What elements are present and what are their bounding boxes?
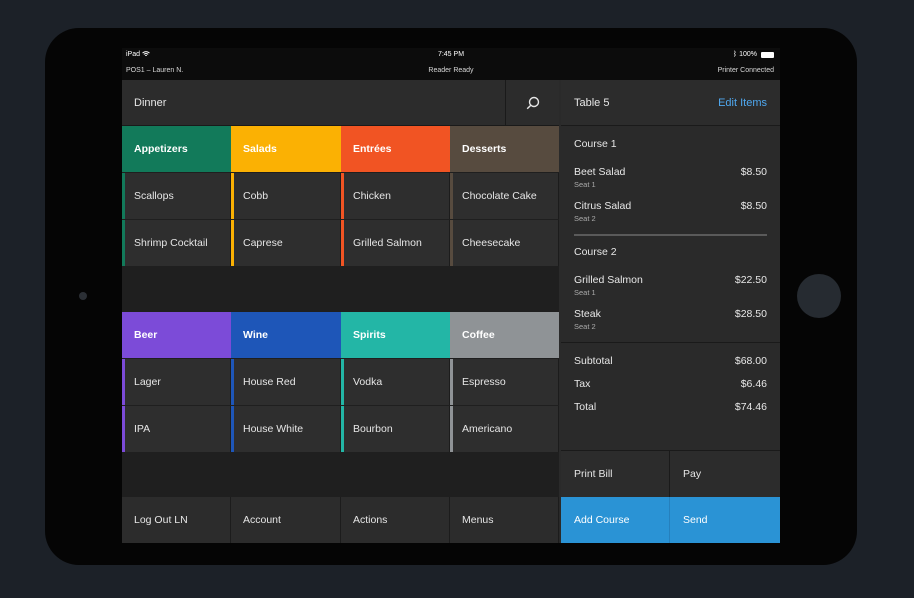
status-bar: iPad 7:45 PM ᛒ 100% [122,48,780,62]
actions-separator [561,450,780,451]
category-tile-entrees[interactable]: Entrées [341,126,450,172]
menu-item-lager[interactable]: Lager [122,359,231,405]
battery-icon [761,51,774,58]
category-tile-desserts[interactable]: Desserts [450,126,559,172]
item-name: Steak [574,308,601,320]
actions-button[interactable]: Actions [341,497,450,543]
category-tile-wine[interactable]: Wine [231,312,341,358]
account-button[interactable]: Account [231,497,341,543]
info-bar: POS1 – Lauren N. Reader Ready Printer Co… [122,62,780,80]
menu-item-chicken[interactable]: Chicken [341,173,450,219]
order-line[interactable]: Beet Salad Seat 1 $8.50 [574,166,767,189]
home-button[interactable] [797,274,841,318]
send-button[interactable]: Send [670,497,780,543]
order-line[interactable]: Steak Seat 2 $28.50 [574,308,767,331]
category-tile-spirits[interactable]: Spirits [341,312,450,358]
menu-title[interactable]: Dinner [134,97,167,109]
search-button[interactable] [505,80,559,126]
order-header: Table 5 Edit Items [561,80,780,126]
reader-status: Reader Ready [428,67,474,74]
item-seat: Seat 1 [574,288,596,297]
menu-item-cobb[interactable]: Cobb [231,173,341,219]
course-1-heading: Course 1 [574,138,617,150]
drinks-grid: Beer Wine Spirits Coffee Lager House Red Vodka… [122,312,559,452]
totals-separator [561,342,780,343]
bottom-bar: Log Out LN Account Actions Menus [122,497,559,543]
menu-item-cheesecake[interactable]: Cheesecake [450,220,559,266]
course-2-heading: Course 2 [574,246,617,258]
tax-row: Tax $6.46 [574,378,767,390]
category-tile-appetizers[interactable]: Appetizers [122,126,231,172]
clock: 7:45 PM [437,51,465,58]
category-tile-salads[interactable]: Salads [231,126,341,172]
item-price: $8.50 [740,200,767,212]
menu-item-vodka[interactable]: Vodka [341,359,450,405]
employee-label: POS1 – Lauren N. [126,67,184,74]
battery-percent: 100% [739,51,757,58]
item-name: Grilled Salmon [574,274,643,286]
total-label: Total [574,401,597,413]
tax-label: Tax [574,378,591,390]
menu-item-caprese[interactable]: Caprese [231,220,341,266]
log-out-ln-button[interactable]: Log Out LN [122,497,231,543]
menu-item-chocolate-cake[interactable]: Chocolate Cake [450,173,559,219]
item-seat: Seat 1 [574,180,596,189]
device-label: iPad [126,51,141,58]
subtotal-label: Subtotal [574,355,613,367]
add-course-button[interactable]: Add Course [561,497,670,543]
menu-item-scallops[interactable]: Scallops [122,173,231,219]
wifi-icon [142,51,150,57]
tax-value: $6.46 [740,378,767,390]
category-tile-coffee[interactable]: Coffee [450,312,559,358]
menu-item-espresso[interactable]: Espresso [450,359,559,405]
category-tile-beer[interactable]: Beer [122,312,231,358]
search-icon [526,96,539,110]
item-seat: Seat 2 [574,214,596,223]
camera-lens [79,292,87,300]
menu-item-bourbon[interactable]: Bourbon [341,406,450,452]
item-price: $28.50 [734,308,767,320]
course-divider [574,234,767,236]
menu-item-house-red[interactable]: House Red [231,359,341,405]
item-price: $22.50 [734,274,767,286]
menu-item-ipa[interactable]: IPA [122,406,231,452]
print-bill-button[interactable]: Print Bill [561,451,670,497]
menu-panel: Dinner Appetizers Salads Entrées Desserts Sc… [122,80,559,543]
subtotal-row: Subtotal $68.00 [574,355,767,367]
table-label: Table 5 [574,97,610,109]
pos-screen: iPad 7:45 PM ᛒ 100% POS1 – Lauren N. Rea… [122,48,780,543]
menu-item-americano[interactable]: Americano [450,406,559,452]
order-line[interactable]: Citrus Salad Seat 2 $8.50 [574,200,767,223]
item-name: Beet Salad [574,166,626,178]
total-value: $74.46 [734,401,767,413]
pay-button[interactable]: Pay [670,451,780,497]
order-panel: Table 5 Edit Items Course 1 Beet Salad S… [561,80,780,543]
item-seat: Seat 2 [574,322,596,331]
item-name: Citrus Salad [574,200,632,212]
subtotal-value: $68.00 [734,355,767,367]
menus-button[interactable]: Menus [450,497,559,543]
item-price: $8.50 [740,166,767,178]
total-row: Total $74.46 [574,401,767,413]
menu-item-shrimp-cocktail[interactable]: Shrimp Cocktail [122,220,231,266]
bluetooth-icon: ᛒ [732,51,738,58]
menu-header: Dinner [122,80,559,126]
edit-items-link[interactable]: Edit Items [718,97,767,109]
printer-status: Printer Connected [717,67,774,74]
menu-item-grilled-salmon[interactable]: Grilled Salmon [341,220,450,266]
order-line[interactable]: Grilled Salmon Seat 1 $22.50 [574,274,767,297]
menu-item-house-white[interactable]: House White [231,406,341,452]
food-grid: Appetizers Salads Entrées Desserts Scallops C… [122,126,559,266]
